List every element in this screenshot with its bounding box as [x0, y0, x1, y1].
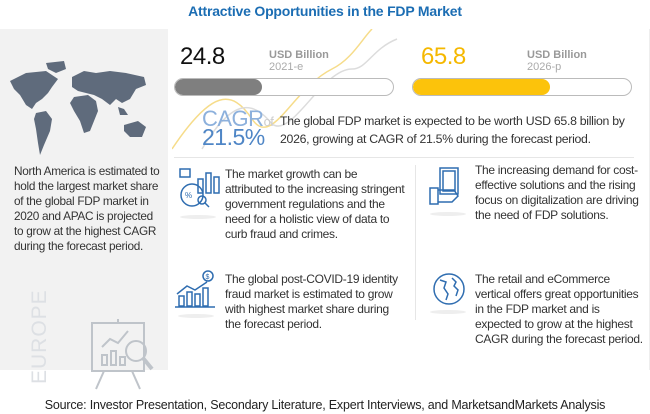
left-panel: North America is estimated to hold the l…: [0, 29, 168, 390]
divider: [174, 157, 634, 158]
start-year: 2021-e: [269, 61, 304, 73]
decorative-curves: [172, 29, 398, 150]
insight-text: The retail and eCommerce vertical offers…: [475, 272, 643, 346]
end-value-bar-fill: [413, 79, 551, 95]
money-hand-icon: [429, 167, 459, 205]
end-year: 2026-p: [527, 61, 562, 73]
start-unit: USD Billion: [269, 49, 329, 61]
region-label: EUROPE: [28, 289, 51, 384]
globe-icon: [433, 273, 465, 305]
world-map-icon: [10, 61, 146, 155]
cagr-value: 21.5%: [202, 124, 265, 150]
divider: [415, 165, 416, 320]
insight-text: The increasing demand for cost-effective…: [475, 163, 639, 222]
icon-shadow: [430, 212, 466, 216]
icon-shadow: [178, 314, 214, 318]
end-value: 65.8: [421, 43, 466, 70]
insight-text: The market growth can be attributed to t…: [225, 167, 405, 241]
insight-text: The global post-COVID-19 identity fraud …: [225, 272, 398, 331]
presentation-analysis-icon: [91, 319, 154, 390]
icon-shadow: [430, 310, 466, 314]
cagr-of: of: [263, 114, 274, 129]
svg-text:%: %: [185, 191, 192, 200]
cagr-label-text: CAGR: [202, 106, 264, 131]
end-value-bar: [412, 78, 632, 96]
start-value-bar: [174, 78, 394, 96]
cagr-label: CAGRof: [202, 106, 274, 132]
region-summary-text: North America is estimated to hold the l…: [14, 164, 160, 253]
growth-chart-dollar-icon: $: [175, 270, 215, 308]
svg-text:$: $: [206, 274, 210, 281]
market-description: The global FDP market is expected to be …: [280, 114, 625, 146]
start-value-bar-fill: [175, 79, 263, 95]
end-unit: USD Billion: [527, 49, 587, 61]
start-value: 24.8: [180, 43, 225, 70]
icon-shadow: [180, 215, 216, 219]
page-title: Attractive Opportunities in the FDP Mark…: [188, 3, 462, 19]
source-note: Source: Investor Presentation, Secondary…: [44, 398, 606, 412]
analytics-report-icon: %: [179, 168, 220, 208]
